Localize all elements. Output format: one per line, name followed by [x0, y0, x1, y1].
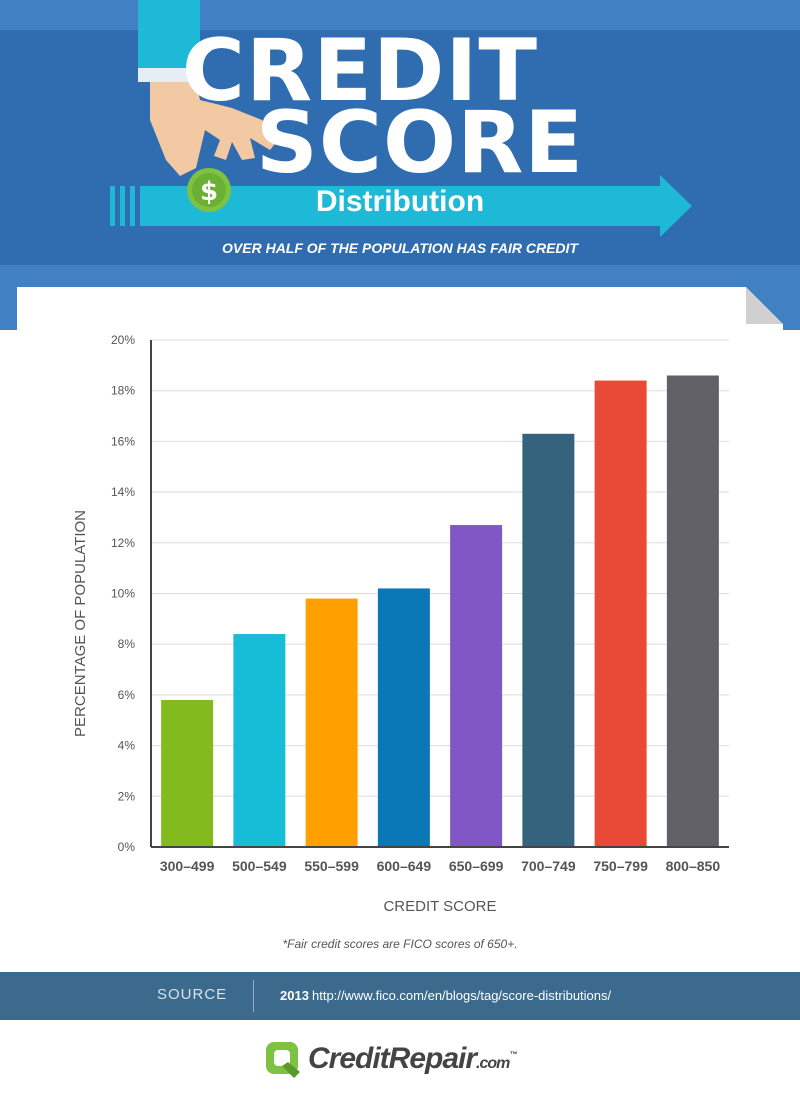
y-tick-label: 6% — [118, 688, 136, 702]
bar-800–850 — [666, 375, 719, 847]
source-label: SOURCE — [157, 986, 228, 1003]
x-tick-label: 600–649 — [377, 858, 432, 874]
header-graphics: $ — [110, 0, 692, 237]
arrow-shape — [140, 175, 692, 237]
arrow-stripe-3 — [130, 186, 135, 226]
axes-layer — [150, 340, 729, 848]
x-tick-label: 550–599 — [304, 858, 359, 874]
title-line-2: SCORE — [255, 93, 585, 193]
bar-750–799 — [594, 380, 647, 847]
arrow-stripe-1 — [110, 186, 115, 226]
subtitle: Distribution — [315, 185, 485, 218]
y-tick-label: 0% — [118, 840, 136, 854]
dollar-sign-icon: $ — [200, 177, 218, 207]
bar-600–649 — [377, 588, 430, 847]
logo-mark-icon — [266, 1042, 300, 1078]
logo-text: CreditRepair.com™ — [308, 1042, 517, 1076]
header: $ CREDIT SCORE Distribution OVER HALF OF… — [0, 0, 800, 330]
footnote: *Fair credit scores are FICO scores of 6… — [282, 937, 518, 951]
y-tick-label: 4% — [118, 739, 136, 753]
x-tick-label: 800–850 — [666, 858, 721, 874]
x-tick-label: 500–549 — [232, 858, 287, 874]
source-bar: SOURCE 2013 http://www.fico.com/en/blogs… — [0, 972, 800, 1020]
y-tick-label: 10% — [111, 587, 135, 601]
bar-500–549 — [233, 634, 286, 847]
title-line-1: CREDIT — [181, 21, 539, 121]
logo-name: CreditRepair — [308, 1042, 477, 1075]
bar-700–749 — [522, 433, 575, 847]
y-axis-title: PERCENTAGE OF POPULATION — [72, 510, 89, 737]
logo-tm: ™ — [509, 1050, 517, 1059]
hand-icon — [150, 82, 278, 176]
y-tick-label: 8% — [118, 637, 136, 651]
x-tick-label: 750–799 — [593, 858, 648, 874]
x-tick-label: 300–499 — [160, 858, 215, 874]
bar-chart: 0% 2% 4% 6% 8% 10% 12% 14% 16% 18% 20% 300–499 500–5… — [72, 287, 783, 915]
arrow-stripe-2 — [120, 186, 125, 226]
y-tick-label: 2% — [118, 789, 136, 803]
bar-550–599 — [305, 598, 358, 847]
bar-650–699 — [450, 525, 503, 847]
cuff — [138, 68, 200, 82]
y-tick-label: 20% — [111, 333, 135, 347]
y-tick-label: 18% — [111, 384, 135, 398]
chart-card: 0% 2% 4% 6% 8% 10% 12% 14% 16% 18% 20% 300–499 500–5… — [17, 287, 783, 987]
source-separator — [253, 980, 254, 1012]
y-tick-label: 12% — [111, 536, 135, 550]
tagline: OVER HALF OF THE POPULATION HAS FAIR CRE… — [222, 240, 578, 256]
sleeve — [138, 0, 200, 70]
y-tick-label: 16% — [111, 434, 135, 448]
bars-layer — [161, 375, 719, 847]
creditrepair-logo[interactable]: CreditRepair.com™ — [262, 1038, 542, 1084]
x-tick-label: 700–749 — [521, 858, 576, 874]
logo-suffix: .com — [476, 1055, 510, 1072]
source-year: 2013 — [280, 988, 309, 1003]
x-tick-label: 650–699 — [449, 858, 504, 874]
labels-layer: 0% 2% 4% 6% 8% 10% 12% 14% 16% 18% 20% 300–499 500–5… — [72, 333, 720, 915]
source-url[interactable]: http://www.fico.com/en/blogs/tag/score-d… — [312, 988, 612, 1003]
y-tick-label: 14% — [111, 485, 135, 499]
x-axis-title: CREDIT SCORE — [383, 898, 496, 915]
bar-300–499 — [161, 699, 214, 847]
